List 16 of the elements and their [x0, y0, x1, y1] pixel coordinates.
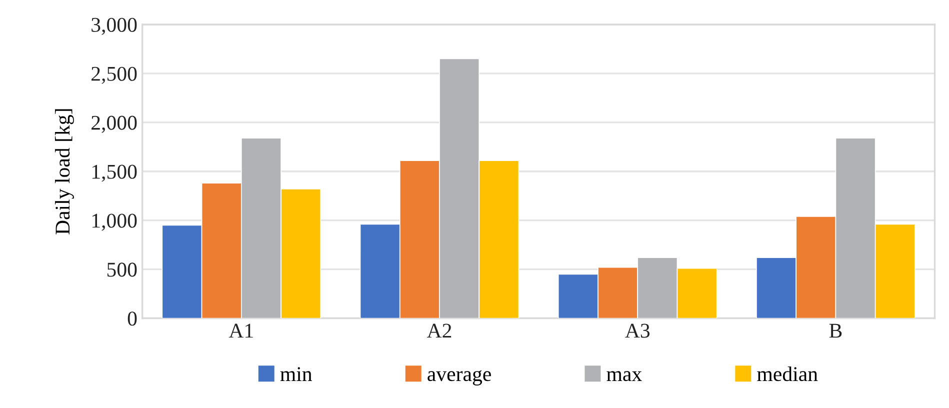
y-axis-title: Daily load [kg]: [54, 109, 74, 234]
y-tick-label: 2,000: [92, 116, 137, 133]
legend-label: average: [428, 370, 491, 386]
y-tick-label: 2,500: [92, 66, 137, 84]
x-tick-label: A3: [625, 324, 650, 338]
y-tick-label: 1,000: [92, 214, 137, 231]
x-tick-label: A2: [426, 324, 452, 338]
legend-label: median: [757, 366, 818, 382]
legend-label: min: [280, 367, 312, 381]
x-tick-label: B: [829, 324, 842, 338]
y-tick-label: 0: [128, 312, 137, 326]
x-tick-label: A1: [228, 324, 253, 338]
y-tick-label: 500: [107, 262, 137, 277]
legend-label: max: [606, 371, 642, 382]
y-tick-label: 1,500: [92, 164, 137, 182]
y-tick-label: 3,000: [92, 18, 137, 35]
